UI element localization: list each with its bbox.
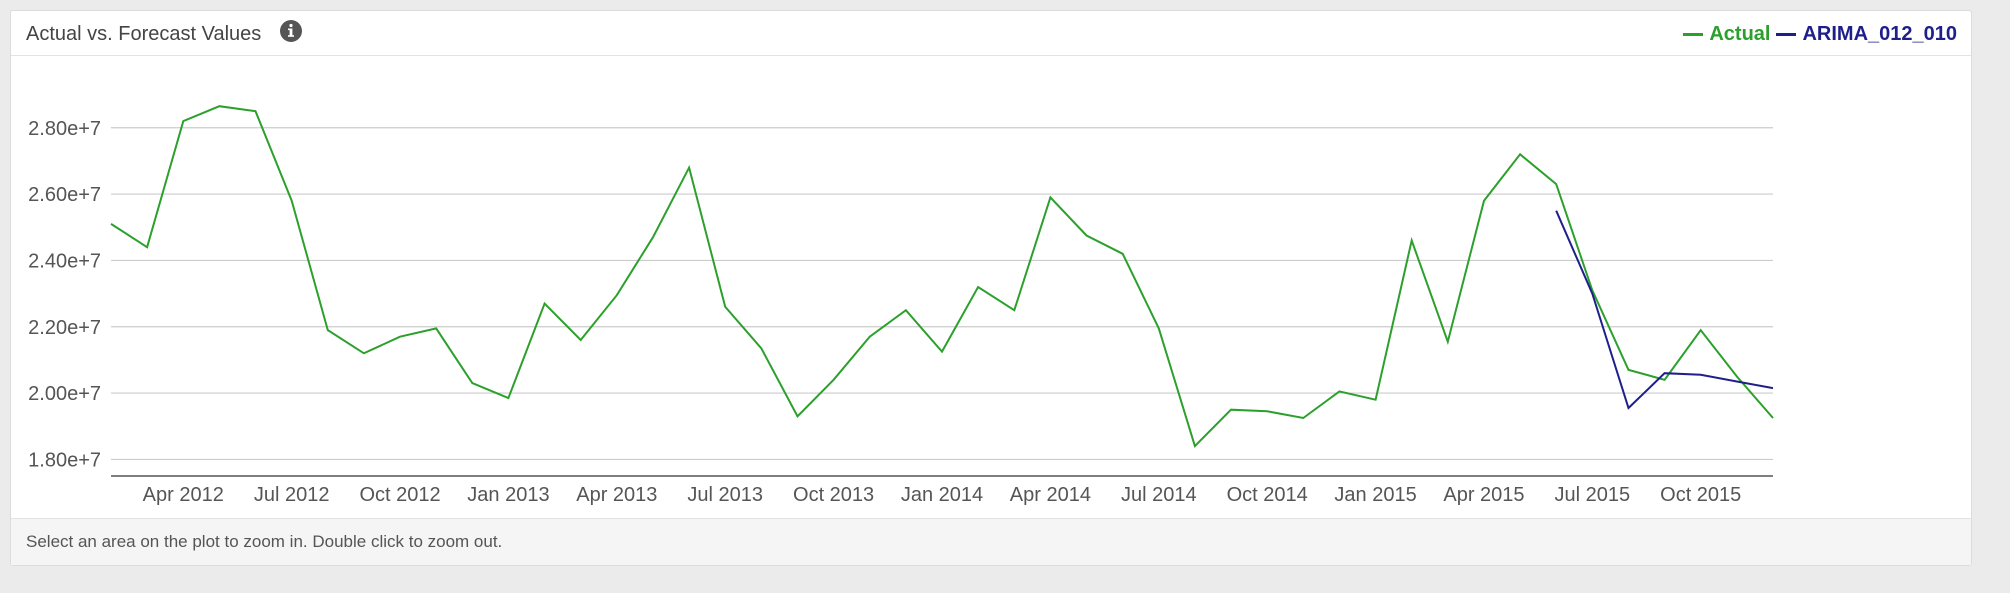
chart-legend: Actual ARIMA_012_010 (1677, 23, 1957, 46)
info-circle-icon[interactable] (279, 19, 303, 43)
chart-title: Actual vs. Forecast Values (26, 23, 262, 45)
x-tick-label: Jul 2013 (687, 484, 763, 506)
x-tick-label: Apr 2013 (576, 484, 657, 506)
x-tick-label: Jan 2013 (467, 484, 549, 506)
legend-swatch-forecast (1776, 33, 1797, 36)
panel-footer: Select an area on the plot to zoom in. D… (11, 518, 1971, 565)
x-tick-label: Apr 2015 (1443, 484, 1524, 506)
y-tick-label: 2.80e+7 (28, 118, 101, 140)
series-line-actual (110, 105, 1774, 448)
y-tick-label: 2.00e+7 (28, 383, 101, 405)
x-tick-label: Apr 2012 (143, 484, 224, 506)
x-tick-label: Oct 2012 (359, 484, 440, 506)
x-tick-label: Jul 2015 (1555, 484, 1631, 506)
series-line-forecast (1555, 210, 1774, 410)
y-tick-label: 1.80e+7 (28, 449, 101, 471)
legend-label-forecast: ARIMA_012_010 (1802, 23, 1957, 45)
y-tick-label: 2.40e+7 (28, 250, 101, 272)
x-tick-label: Oct 2014 (1227, 484, 1308, 506)
panel-header: Actual vs. Forecast Values Actual ARIMA_… (11, 11, 1971, 56)
legend-label-actual: Actual (1709, 23, 1771, 45)
x-tick-label: Jul 2014 (1121, 484, 1197, 506)
x-tick-label: Oct 2013 (793, 484, 874, 506)
x-tick-label: Jul 2012 (254, 484, 330, 506)
y-tick-label: 2.60e+7 (28, 184, 101, 206)
legend-swatch-actual (1683, 33, 1704, 36)
zoom-hint: Select an area on the plot to zoom in. D… (26, 532, 503, 551)
x-tick-label: Apr 2014 (1010, 484, 1091, 506)
legend-item-actual[interactable]: Actual (1683, 23, 1770, 46)
y-tick-label: 2.20e+7 (28, 317, 101, 339)
legend-item-forecast[interactable]: ARIMA_012_010 (1776, 23, 1957, 46)
x-tick-label: Jan 2015 (1334, 484, 1416, 506)
x-tick-label: Oct 2015 (1660, 484, 1741, 506)
chart-panel: Actual vs. Forecast Values Actual ARIMA_… (10, 10, 1972, 566)
x-tick-label: Jan 2014 (901, 484, 983, 506)
line-chart[interactable]: 1.80e+7 2.00e+7 2.20e+7 2.40e+7 2.60e+7 2.80e… (11, 56, 1971, 521)
